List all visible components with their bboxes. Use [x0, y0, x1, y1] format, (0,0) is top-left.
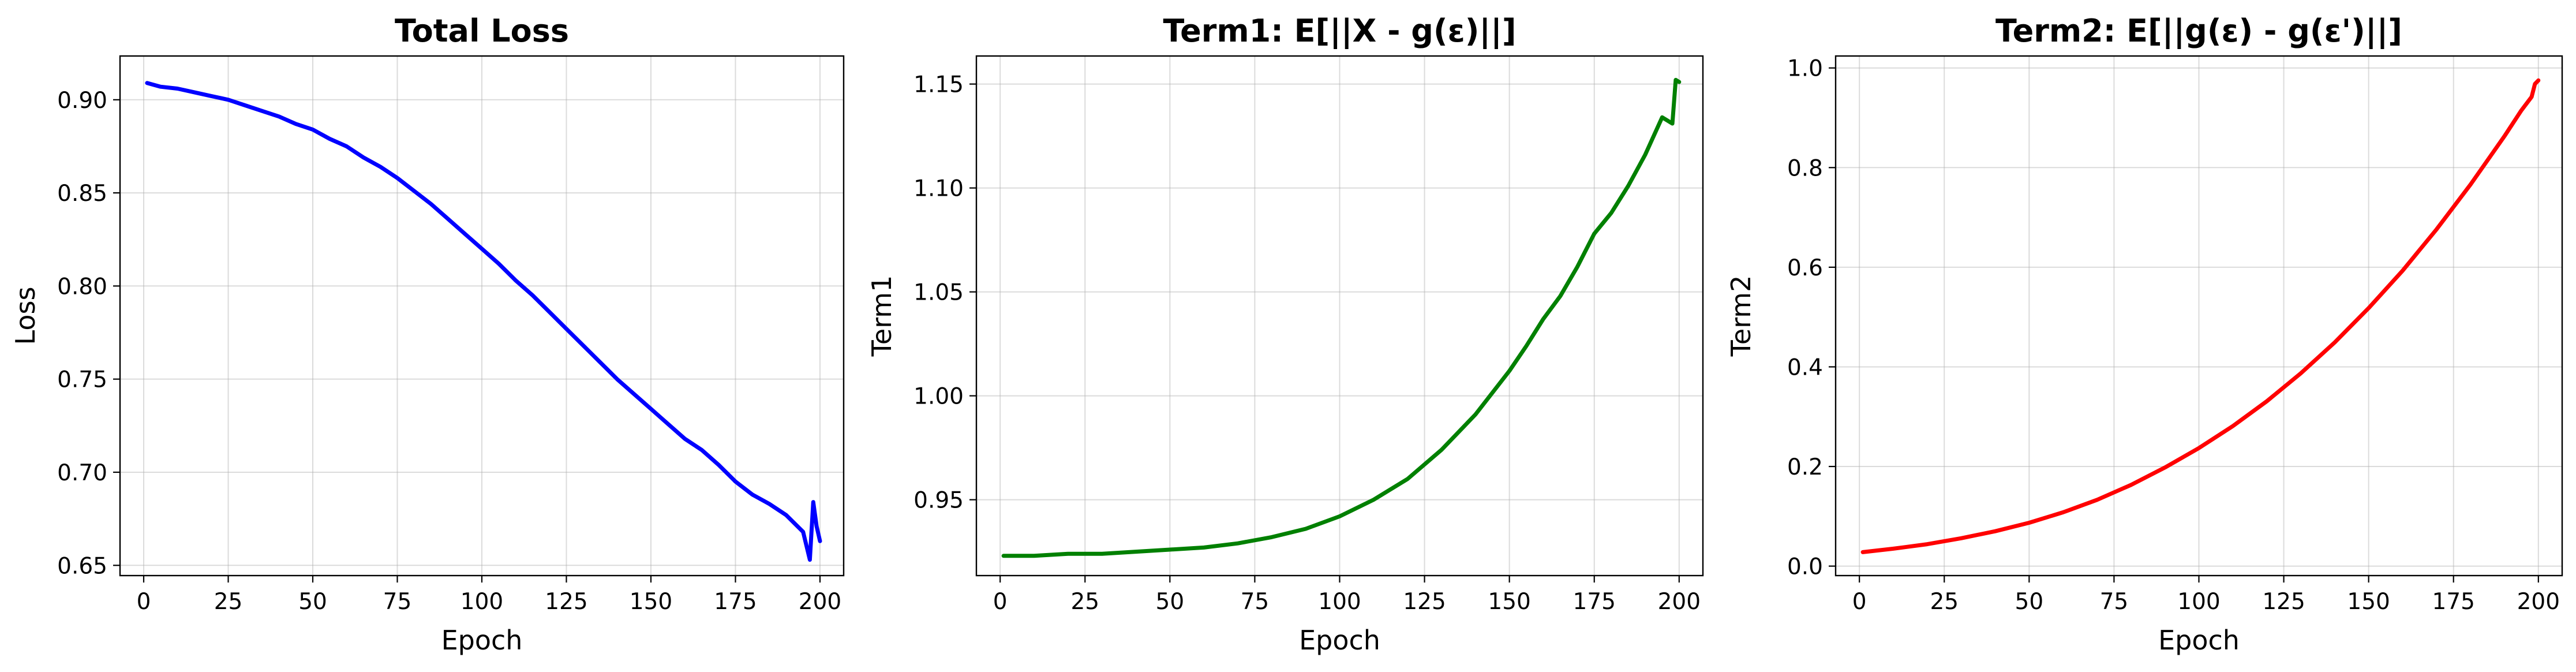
x-tick-label: 50	[1156, 589, 1185, 615]
y-tick-label: 0.8	[1787, 155, 1823, 181]
x-tick-label: 0	[137, 589, 151, 615]
x-tick-label: 25	[1930, 589, 1959, 615]
y-tick-label: 0.85	[57, 181, 107, 207]
y-axis-label: Loss	[10, 287, 41, 345]
x-tick-label: 25	[1070, 589, 1099, 615]
x-tick-label: 125	[1403, 589, 1446, 615]
x-tick-label: 125	[2262, 589, 2305, 615]
x-tick-label: 100	[2177, 589, 2220, 615]
y-tick-label: 1.00	[913, 384, 964, 410]
x-tick-label: 100	[1318, 589, 1361, 615]
x-tick-label: 175	[714, 589, 757, 615]
x-tick-label: 0	[993, 589, 1008, 615]
chart-title: Term2: E[||g(ε) - g(ε')||]	[1995, 13, 2402, 49]
y-tick-label: 0.0	[1787, 554, 1823, 580]
chart-panel-1: 0 25 50 75 100 125 150 175 200 0.65 0.70 0.75 0.80 0.…	[10, 13, 845, 656]
x-tick-label: 150	[1488, 589, 1530, 615]
y-tick-label: 1.10	[913, 176, 964, 202]
x-tick-label: 50	[298, 589, 327, 615]
x-tick-label: 200	[1658, 589, 1701, 615]
y-tick-label: 0.70	[57, 460, 107, 486]
x-axis-label: Epoch	[441, 625, 523, 656]
chart-title: Total Loss	[395, 13, 569, 49]
y-tick-label: 0.80	[57, 274, 107, 300]
x-tick-label: 125	[545, 589, 587, 615]
chart-panel-3: 0 25 50 75 100 125 150 175 200 0.0 0.2 0.4 0.6 0.8 1.0…	[1725, 13, 2563, 656]
y-tick-label: 0.65	[57, 553, 107, 579]
x-tick-label: 75	[383, 589, 412, 615]
y-axis-label: Term1	[866, 275, 897, 357]
series-line	[1001, 77, 1682, 558]
x-tick-label: 175	[1573, 589, 1616, 615]
x-tick-label: 75	[2100, 589, 2129, 615]
y-tick-label: 1.0	[1787, 56, 1823, 82]
series-line	[145, 81, 822, 562]
series-line	[1860, 78, 2541, 554]
y-tick-label: 1.05	[913, 280, 964, 306]
x-axis-label: Epoch	[1299, 625, 1380, 656]
y-tick-label: 0.6	[1787, 255, 1823, 281]
x-tick-label: 0	[1852, 589, 1867, 615]
y-tick-label: 0.95	[913, 488, 964, 514]
x-tick-label: 150	[2347, 589, 2390, 615]
x-tick-label: 50	[2015, 589, 2044, 615]
y-tick-label: 0.4	[1787, 354, 1823, 380]
chart-title: Term1: E[||X - g(ε)||]	[1163, 13, 1516, 49]
x-tick-label: 175	[2432, 589, 2475, 615]
x-tick-label: 75	[1241, 589, 1270, 615]
y-tick-label: 1.15	[913, 72, 964, 98]
y-tick-label: 0.75	[57, 367, 107, 393]
chart-panel-2: 0 25 50 75 100 125 150 175 200 0.95 1.00 1.05 1.10 1.…	[866, 13, 1704, 656]
y-axis-label: Term2	[1725, 275, 1757, 357]
x-tick-label: 25	[214, 589, 243, 615]
x-tick-label: 150	[630, 589, 672, 615]
x-tick-label: 200	[799, 589, 841, 615]
x-tick-label: 100	[460, 589, 503, 615]
x-axis-label: Epoch	[2158, 625, 2240, 656]
x-tick-label: 200	[2517, 589, 2560, 615]
y-tick-label: 0.90	[57, 88, 107, 114]
y-tick-label: 0.2	[1787, 454, 1823, 480]
